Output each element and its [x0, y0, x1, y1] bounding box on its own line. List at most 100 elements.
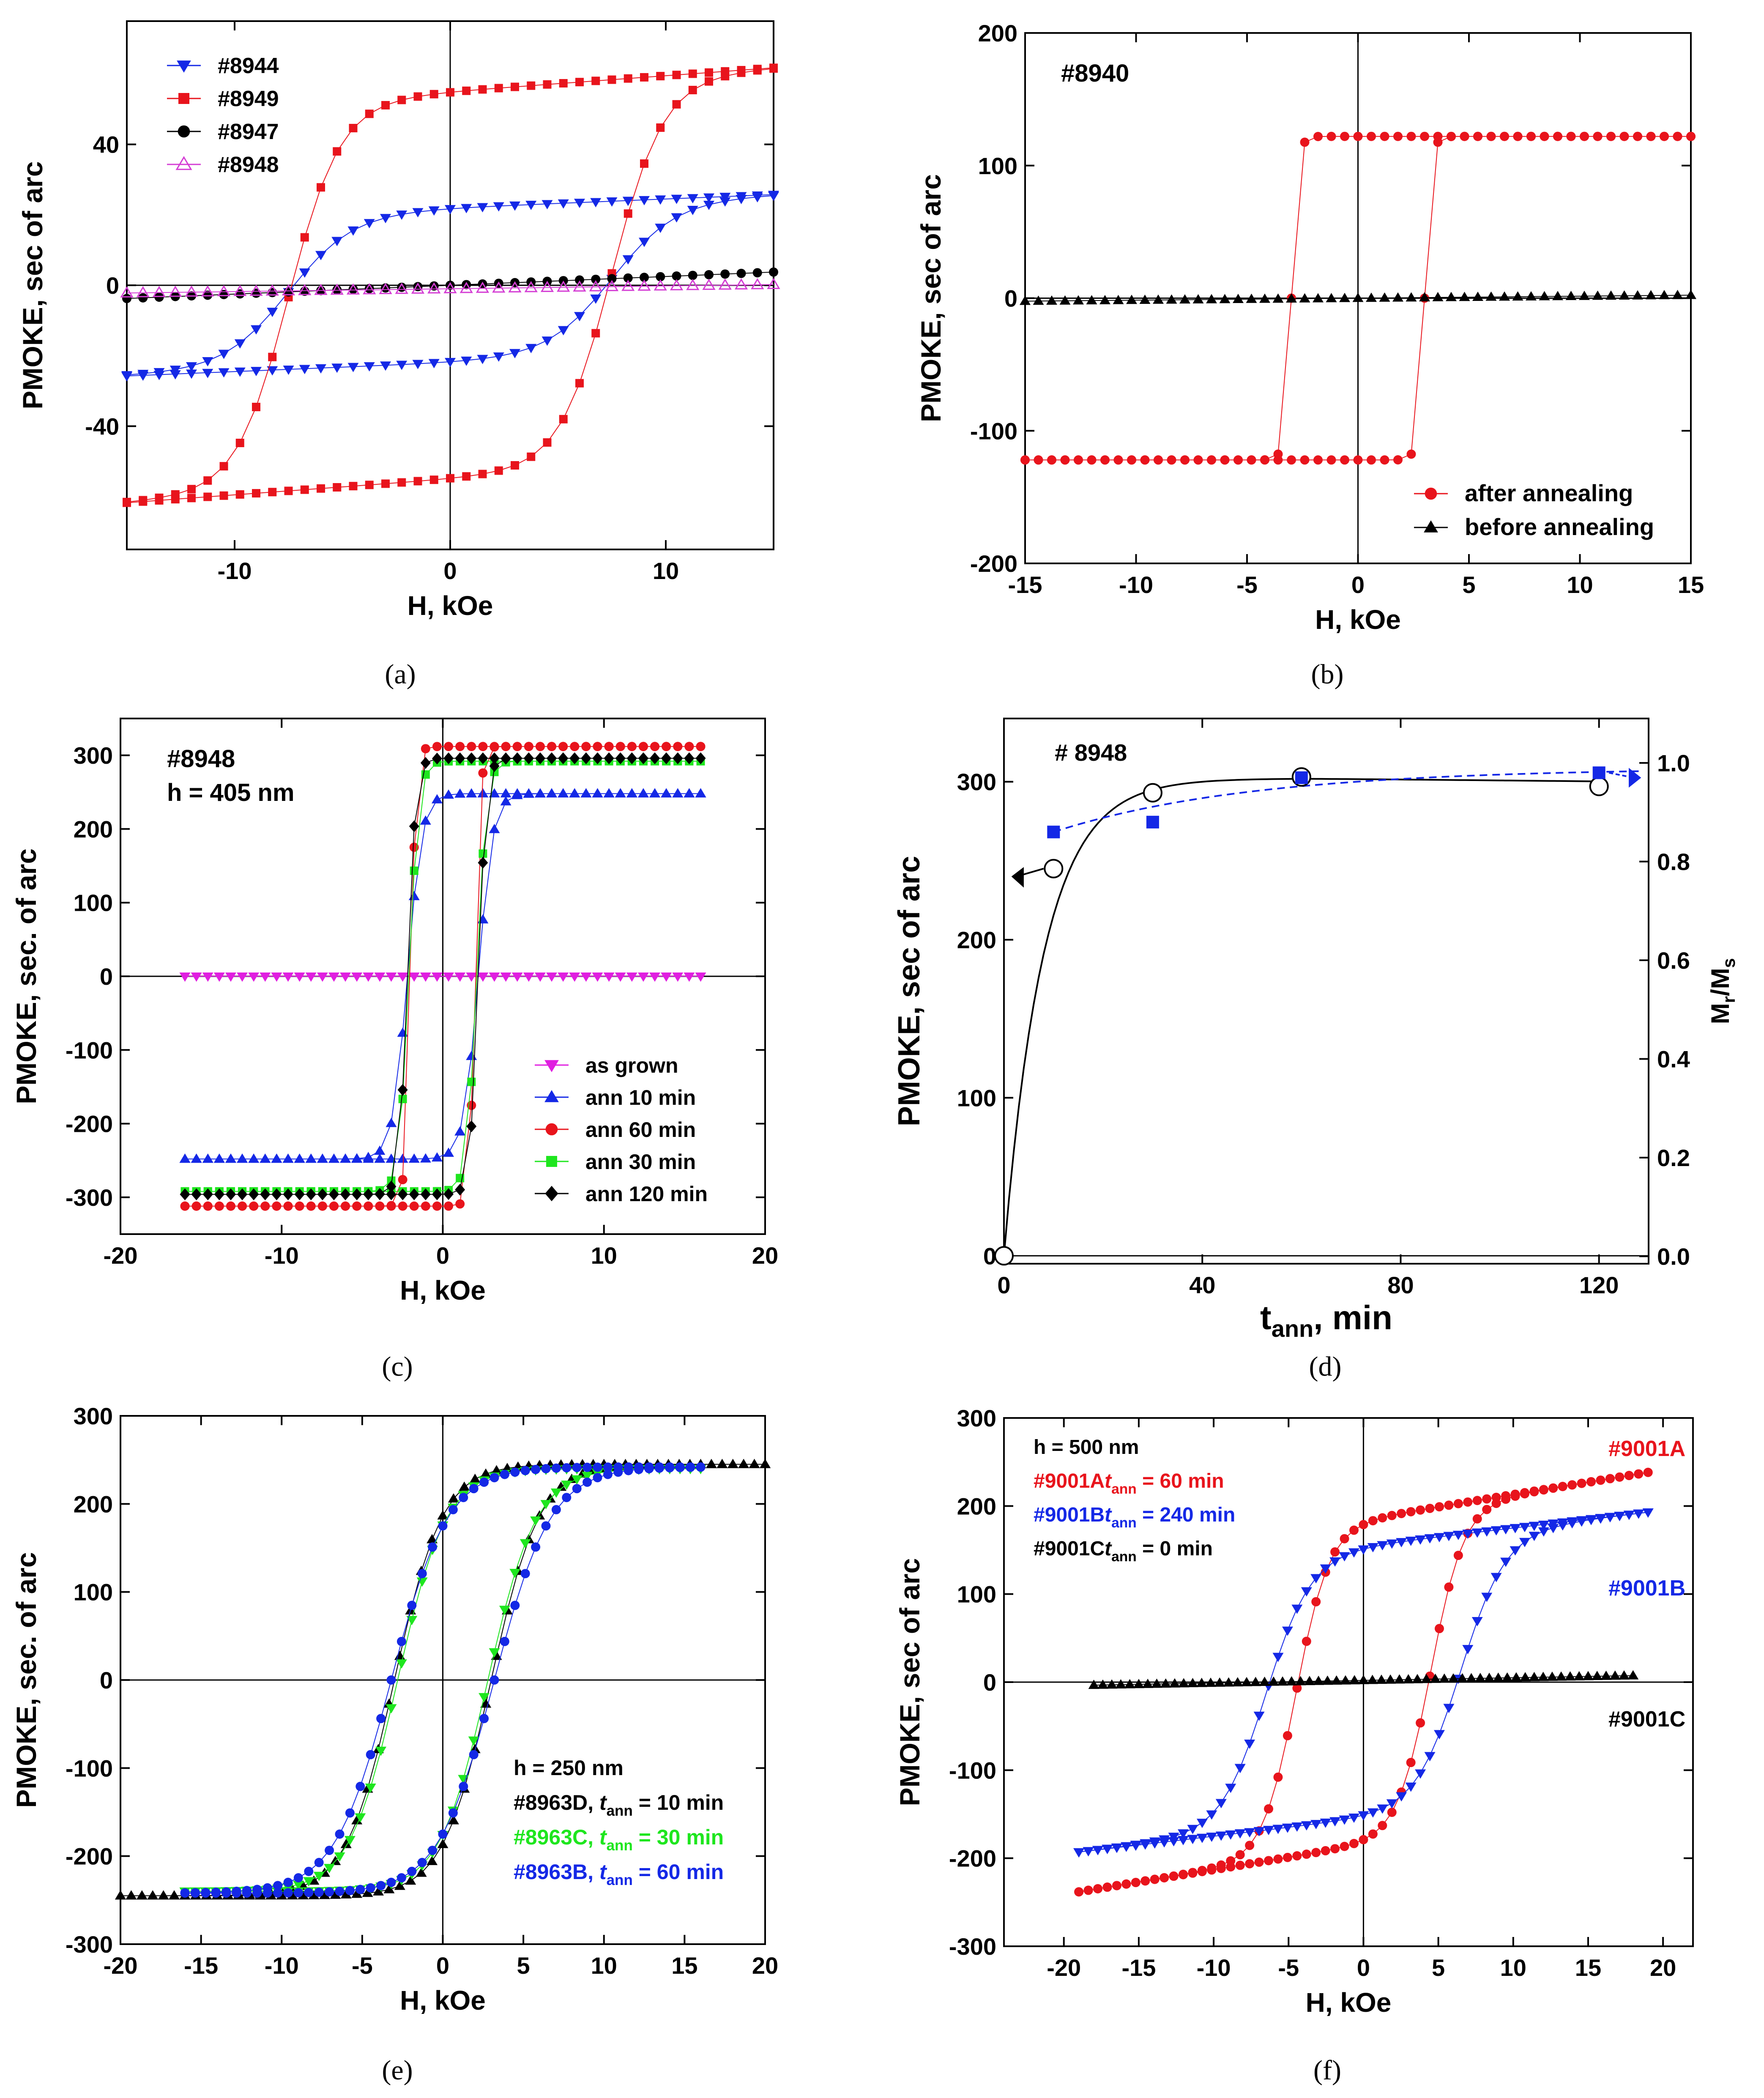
data-point: [1580, 131, 1589, 141]
data-point: [469, 1750, 479, 1759]
data-point: [1614, 1512, 1625, 1522]
data-point: [186, 369, 197, 379]
y-tick-label: 200: [74, 816, 113, 842]
data-point: [696, 1462, 706, 1472]
data-point: [1253, 1827, 1265, 1836]
series-1: [123, 63, 778, 507]
data-point: [268, 288, 277, 298]
data-point: [671, 213, 682, 223]
data-point: [1102, 1882, 1112, 1892]
data-point: [583, 1477, 592, 1487]
data-point: [467, 1077, 476, 1086]
legend-suffix: = 240 min: [1137, 1504, 1235, 1526]
data-point: [1387, 1511, 1397, 1520]
data-point: [768, 191, 779, 201]
data-point: [462, 472, 471, 481]
data-point: [1659, 290, 1670, 300]
y-tick-label: 100: [957, 1581, 996, 1608]
y-axis-label: PMOKE, sec of arc: [17, 161, 48, 410]
data-point: [1406, 1758, 1416, 1767]
series-0: [1020, 131, 1696, 465]
data-point: [242, 1888, 252, 1898]
y-tick-label: 100: [957, 1085, 996, 1111]
data-point: [672, 71, 681, 79]
data-point: [1474, 1672, 1486, 1682]
legend-t-sub: ann: [607, 1803, 633, 1819]
data-point: [335, 1887, 345, 1896]
data-point: [1301, 1821, 1312, 1831]
x-axis-label-main: t: [1260, 1299, 1272, 1336]
data-point: [1526, 291, 1537, 300]
data-point: [232, 1888, 241, 1898]
data-point: [589, 280, 602, 292]
legend-marker: [545, 1123, 558, 1136]
data-point: [1188, 1868, 1198, 1878]
data-point: [345, 1886, 355, 1896]
data-point: [1322, 1675, 1333, 1685]
data-point: [396, 361, 407, 370]
data-point: [1406, 449, 1416, 459]
y-axis-label: PMOKE, sec of arc: [892, 856, 926, 1126]
data-point: [305, 973, 317, 982]
legend-t: t: [1105, 1470, 1112, 1492]
data-point: [260, 973, 271, 982]
data-point: [752, 193, 763, 203]
legend-suffix: = 60 min: [633, 1860, 724, 1884]
data-point: [1102, 1845, 1113, 1855]
data-point: [1660, 131, 1669, 141]
x-axis-label-suffix: , min: [1313, 1299, 1392, 1336]
data-point: [1074, 1887, 1084, 1897]
data-point: [420, 1153, 431, 1163]
data-point: [1047, 455, 1056, 465]
data-point: [315, 251, 326, 260]
y-tick-label: -100: [949, 1757, 996, 1784]
data-point: [1424, 1534, 1436, 1544]
data-point: [331, 237, 343, 246]
data-point: [459, 1493, 468, 1502]
legend-t-sub: ann: [1111, 1549, 1137, 1565]
legend-label: ann 120 min: [585, 1182, 708, 1206]
legend-label: #8963B, tann = 60 min: [514, 1860, 724, 1888]
x-tick-label: 15: [1678, 571, 1704, 598]
data-point: [477, 973, 489, 982]
panel-caption: (f): [1313, 2055, 1341, 2086]
data-point: [325, 1846, 334, 1855]
data-point: [523, 788, 534, 798]
x-tick-label: -10: [1197, 1954, 1231, 1981]
arrow-left-head: [1011, 867, 1024, 888]
data-point: [386, 1704, 397, 1714]
data-point: [640, 159, 648, 168]
data-point: [551, 1463, 561, 1473]
data-point: [1358, 1811, 1369, 1821]
data-point: [351, 1153, 363, 1163]
data-point: [1615, 1472, 1625, 1482]
data-point: [1140, 455, 1150, 465]
data-point: [1349, 1525, 1359, 1535]
y2-axis-label: Mr/Ms: [1706, 958, 1739, 1024]
data-point: [1539, 1485, 1548, 1495]
data-point: [626, 788, 637, 798]
data-point: [374, 1145, 386, 1155]
data-point: [624, 1466, 633, 1475]
data-point: [1380, 455, 1389, 465]
data-point: [672, 973, 684, 982]
legend-label: #8944: [218, 54, 279, 78]
data-point: [203, 492, 212, 501]
data-point: [386, 973, 397, 982]
data-point: [1589, 776, 1609, 796]
data-point: [654, 1463, 664, 1473]
x-tick-label: -10: [265, 1242, 299, 1269]
legend-suffix: = 60 min: [1137, 1470, 1224, 1492]
y-tick-label: 300: [957, 1405, 996, 1431]
data-point: [753, 66, 762, 75]
data-point: [1567, 1519, 1578, 1529]
data-point: [1564, 1671, 1576, 1681]
x-tick-label: 10: [591, 1242, 617, 1269]
data-point: [1295, 1676, 1306, 1686]
data-point: [1046, 295, 1057, 305]
data-point: [1596, 1475, 1605, 1485]
data-point: [736, 195, 747, 205]
data-point: [438, 1829, 448, 1839]
